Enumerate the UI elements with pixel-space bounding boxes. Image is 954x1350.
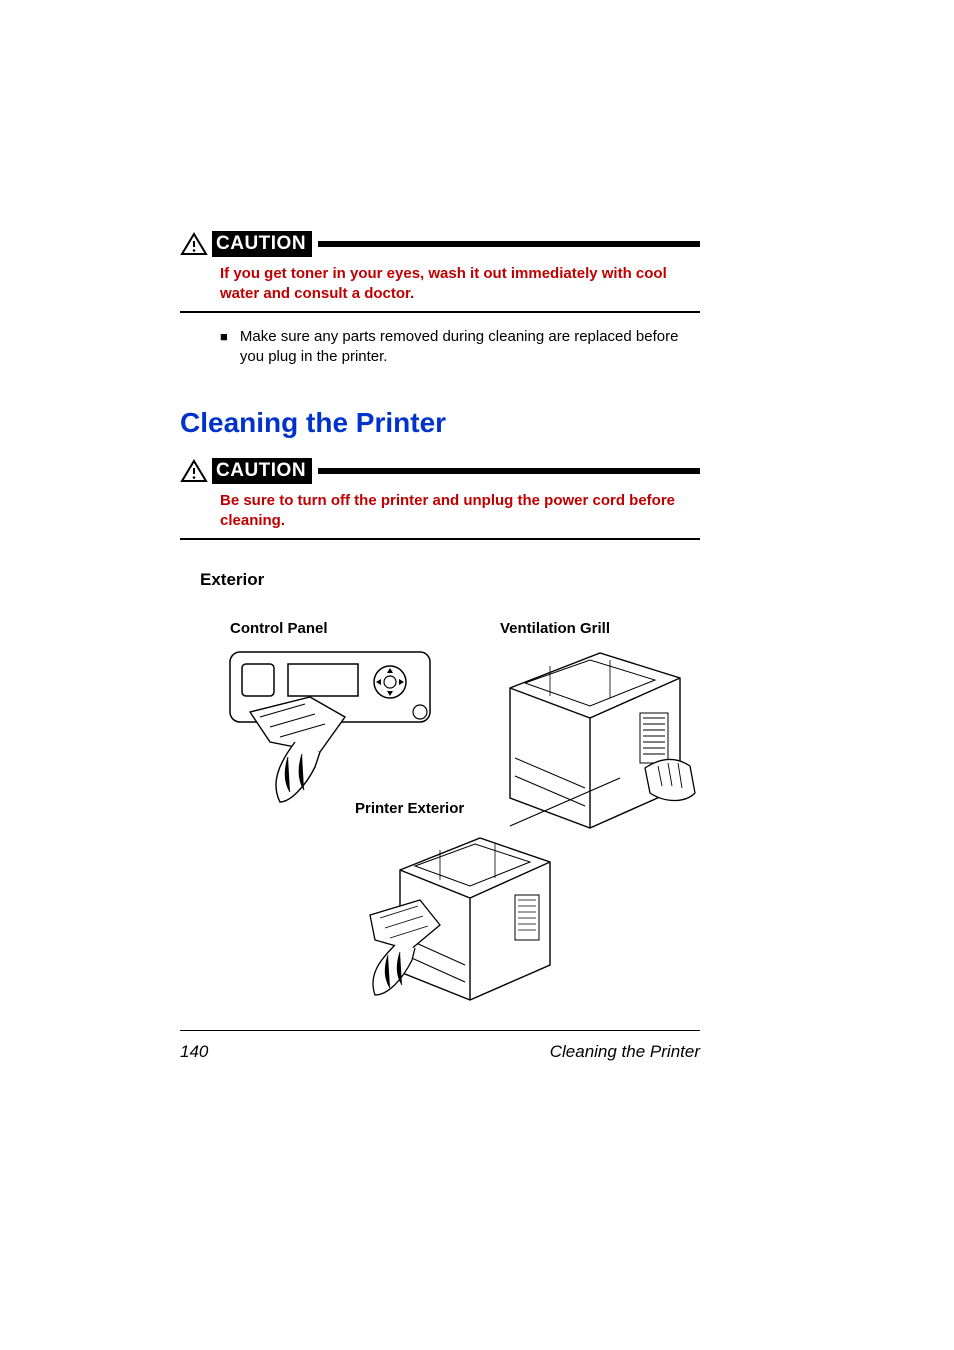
control-panel-illustration	[210, 642, 440, 812]
caution-underline	[180, 538, 700, 540]
bullet-mark-icon: ■	[220, 329, 228, 368]
warning-triangle-icon	[180, 459, 208, 483]
caution-label: CAUTION	[212, 231, 312, 257]
page-number: 140	[180, 1042, 208, 1062]
page-footer: 140 Cleaning the Printer	[180, 1042, 700, 1062]
label-printer-exterior: Printer Exterior	[355, 800, 464, 817]
footer-title: Cleaning the Printer	[550, 1042, 700, 1062]
caution-label-wrap: CAUTION	[180, 231, 318, 257]
caution-header: CAUTION	[180, 457, 700, 485]
illustration-area: Control Panel Ventilation Grill	[200, 620, 700, 1050]
caution-block-2: CAUTION Be sure to turn off the printer …	[180, 457, 700, 540]
caution-text-2: Be sure to turn off the printer and unpl…	[220, 491, 700, 532]
printer-exterior-illustration	[340, 820, 570, 1010]
caution-underline	[180, 311, 700, 313]
bullet-item: ■ Make sure any parts removed during cle…	[220, 327, 700, 368]
subsection-exterior: Exterior	[200, 570, 700, 590]
caution-label-wrap: CAUTION	[180, 458, 318, 484]
bullet-text: Make sure any parts removed during clean…	[240, 327, 700, 368]
section-title: Cleaning the Printer	[180, 407, 700, 439]
warning-triangle-icon	[180, 232, 208, 256]
caution-text-1: If you get toner in your eyes, wash it o…	[220, 264, 700, 305]
caution-block-1: CAUTION If you get toner in your eyes, w…	[180, 230, 700, 313]
caution-label: CAUTION	[212, 458, 312, 484]
label-ventilation-grill: Ventilation Grill	[500, 620, 610, 637]
label-control-panel: Control Panel	[230, 620, 328, 637]
ventilation-grill-illustration	[490, 638, 710, 838]
caution-header: CAUTION	[180, 230, 700, 258]
footer-rule	[180, 1030, 700, 1031]
